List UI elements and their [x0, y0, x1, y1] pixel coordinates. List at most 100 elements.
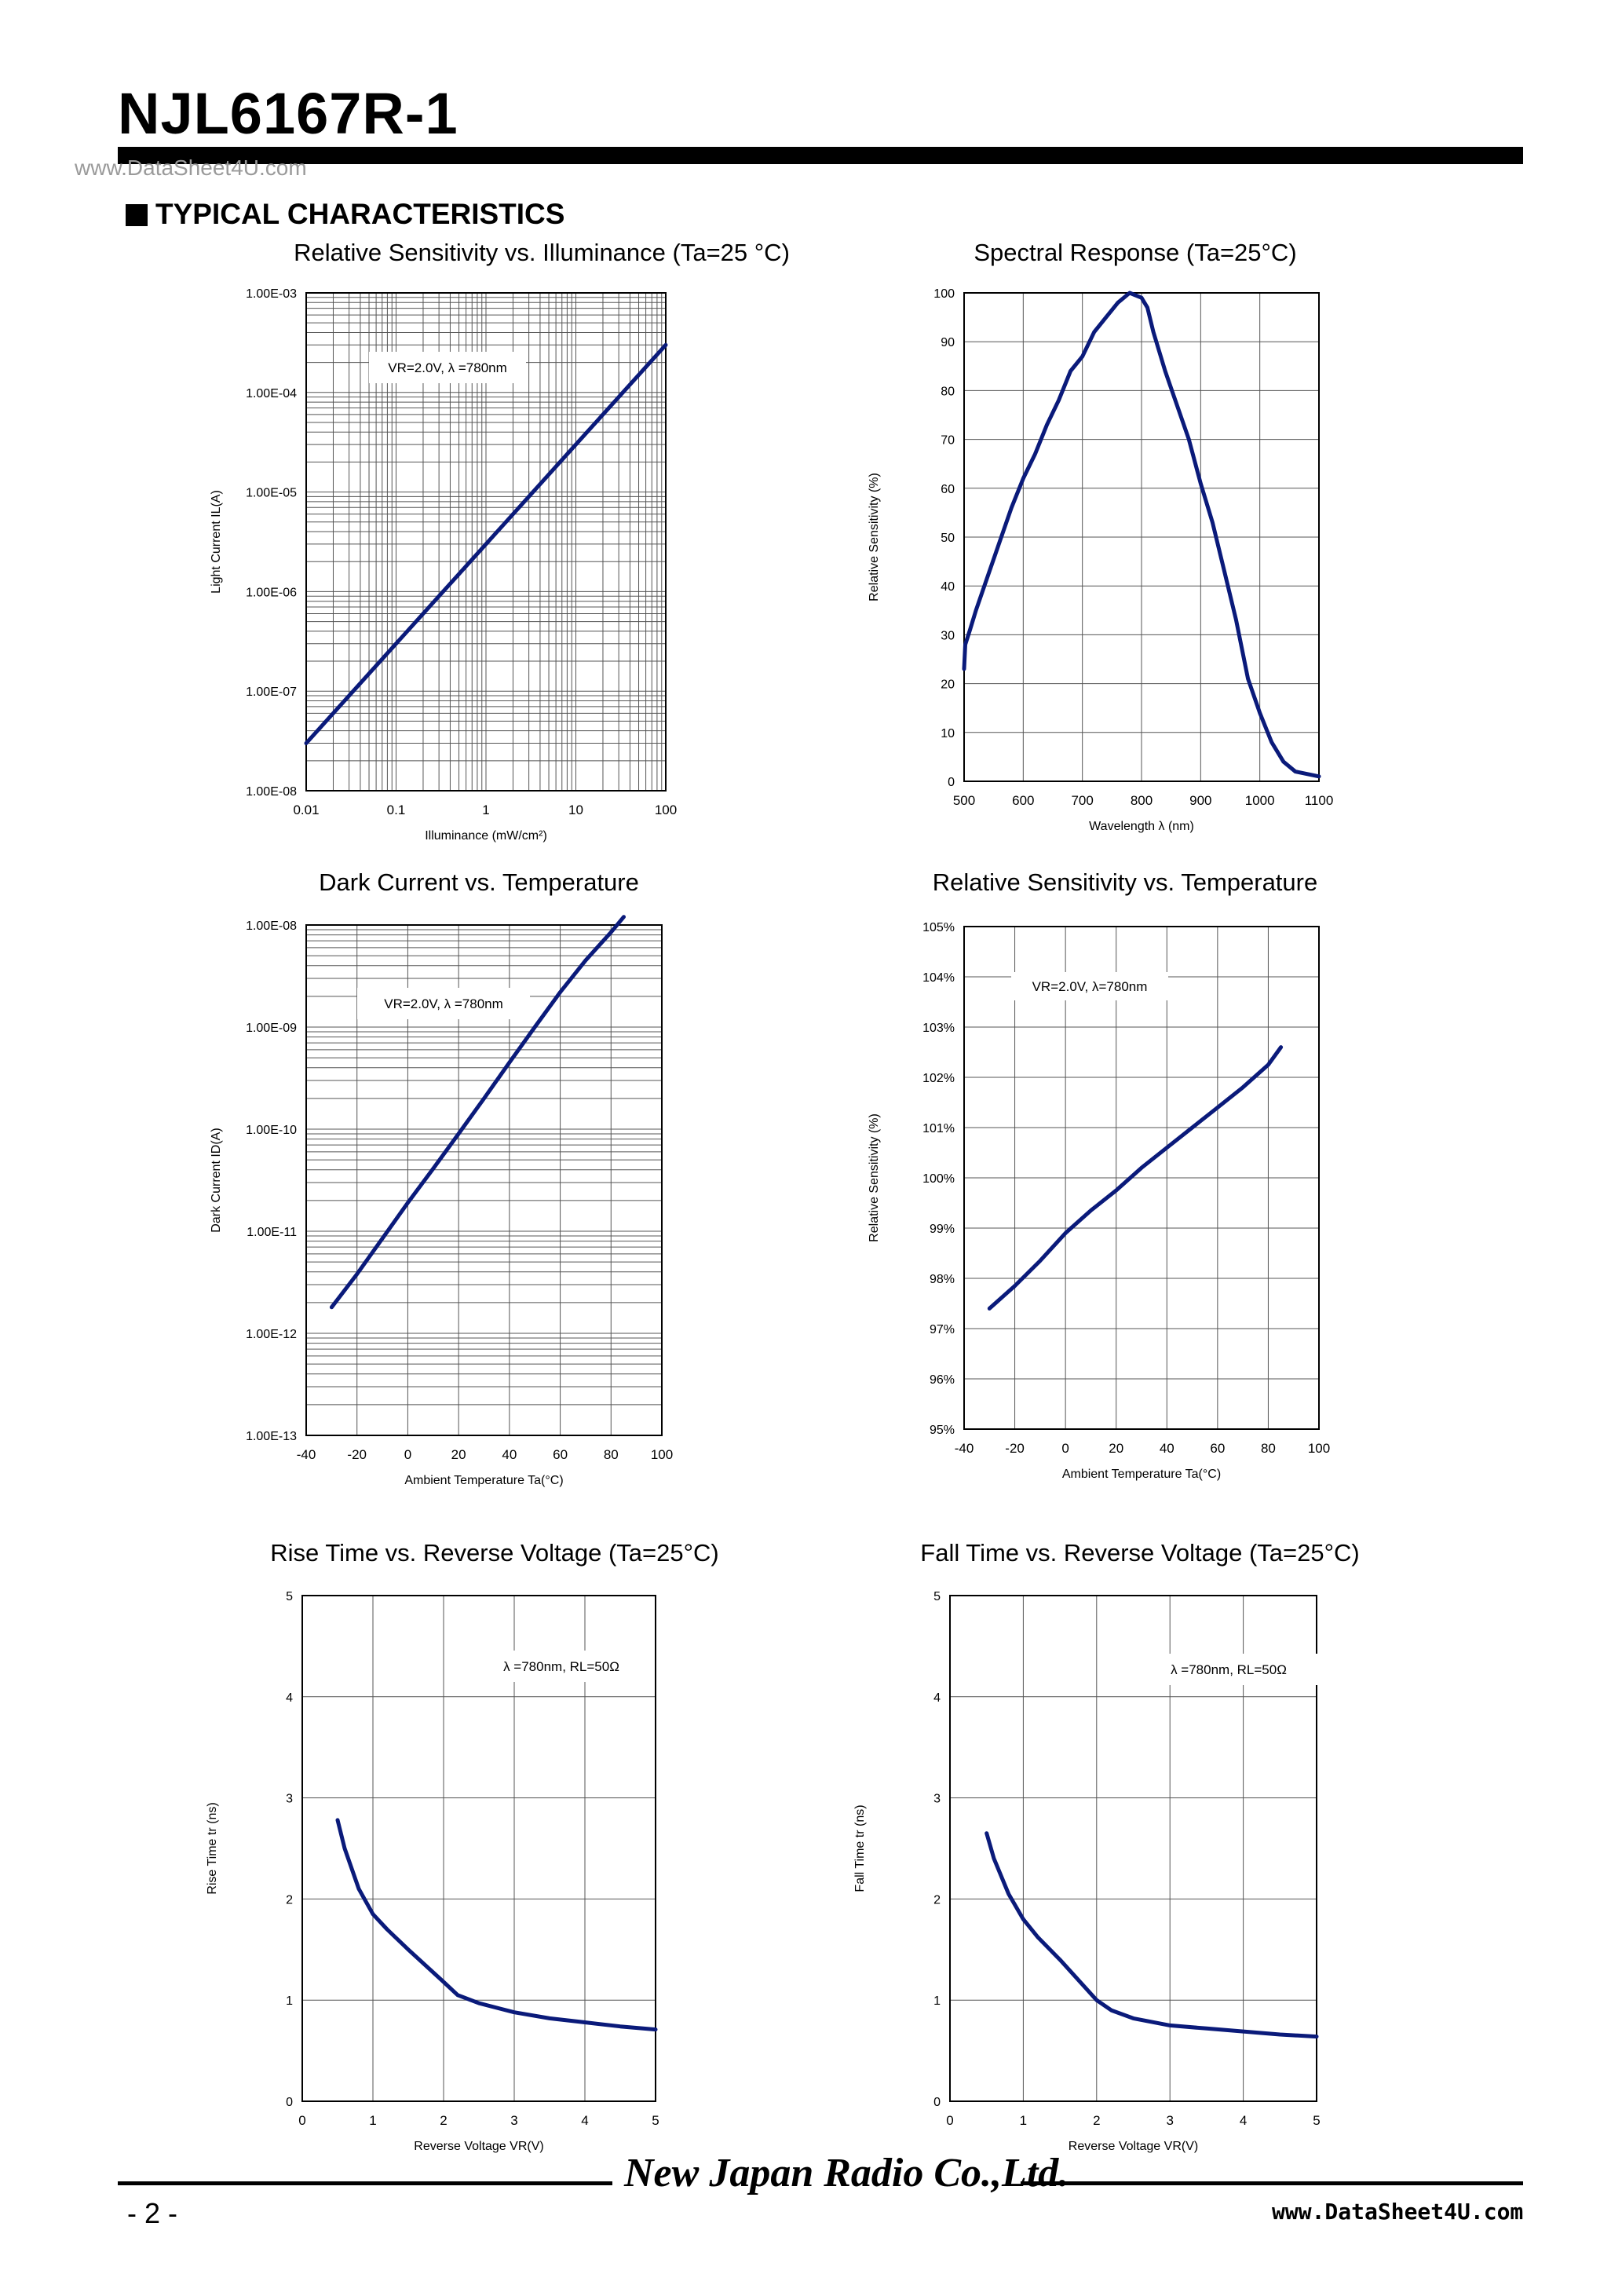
x-tick-label: 0 — [298, 2113, 305, 2128]
y-tick-label: 98% — [930, 1273, 955, 1286]
x-tick-label: 2 — [1093, 2113, 1100, 2128]
y-tick-label: 70 — [941, 434, 955, 448]
chart-sens_temp: VR=2.0V, λ=780nm -40 -20 0 20 40 60 80 100 95% 96%… — [868, 921, 1330, 1481]
data-point — [1036, 1936, 1040, 1940]
x-tick-label: 20 — [451, 1447, 466, 1462]
data-point — [1069, 369, 1072, 373]
data-point — [1314, 2035, 1319, 2038]
x-tick-label: 600 — [1012, 793, 1034, 808]
y-tick-label: 20 — [941, 678, 955, 692]
data-point — [1281, 759, 1286, 764]
annotation-box — [471, 1651, 652, 1682]
plot-frame-spectral — [963, 292, 1320, 782]
plot-frame-fall — [949, 1595, 1317, 2102]
x-tick-label: 0 — [946, 2113, 953, 2128]
chart-sens_illum: VR=2.0V, λ =780nm 0.01 0.1 1 10 100 1.00E-08 1.… — [210, 287, 677, 843]
data-point — [663, 343, 668, 347]
section-heading-text: TYPICAL CHARACTERISTICS — [155, 198, 565, 230]
data-point — [1094, 1998, 1099, 2002]
x-tick-label: 0 — [1061, 1441, 1069, 1456]
data-point — [304, 741, 309, 745]
footer-rule-left — [118, 2181, 612, 2185]
data-point — [988, 1307, 992, 1311]
data-point — [574, 442, 578, 447]
y-tick-label: 30 — [941, 629, 955, 642]
y-tick-label: 1.00E-07 — [246, 686, 297, 699]
y-axis-label: Fall Time tr (ns) — [853, 1804, 867, 1892]
data-point — [1021, 1917, 1025, 1921]
x-tick-label: 80 — [604, 1447, 619, 1462]
y-tick-label: 97% — [930, 1323, 955, 1336]
y-tick-label: 4 — [286, 1691, 293, 1705]
y-tick-label: 104% — [922, 971, 955, 985]
data-point — [1222, 569, 1226, 573]
y-tick-label: 103% — [922, 1022, 955, 1035]
y-tick-label: 1 — [286, 1994, 293, 2008]
data-point — [547, 2016, 552, 2020]
x-axis-label: Illuminance (mW/cm²) — [425, 829, 547, 843]
y-tick-label: 0 — [286, 2096, 293, 2109]
x-tick-label: 0 — [404, 1447, 411, 1462]
y-tick-label: 40 — [941, 580, 955, 594]
data-point — [1127, 291, 1132, 295]
footer-rule-right — [1021, 2181, 1523, 2185]
y-tick-label: 105% — [922, 921, 955, 934]
data-point — [484, 542, 488, 547]
plot-frame-sens_temp — [963, 926, 1320, 1430]
data-point — [583, 958, 588, 963]
y-tick-label: 1.00E-12 — [246, 1328, 297, 1341]
data-point — [512, 2010, 517, 2014]
y-tick-label: 96% — [930, 1373, 955, 1387]
data-point — [992, 1856, 996, 1861]
annotation-text: λ =780nm, RL=50Ω — [503, 1659, 619, 1674]
grid-sens_temp — [963, 926, 1320, 1430]
chart-title-rise-time: Rise Time vs. Reverse Voltage (Ta=25°C) — [270, 1539, 719, 1567]
data-point — [1063, 1231, 1068, 1235]
x-axis-label: Reverse Voltage VR(V) — [1069, 2140, 1198, 2153]
y-tick-label: 3 — [933, 1793, 941, 1806]
data-point — [1269, 740, 1273, 744]
company-logo: New Japan Radio Co.,Ltd. — [624, 2151, 1069, 2195]
data-point — [1211, 521, 1215, 525]
data-point — [1033, 452, 1037, 456]
x-tick-label: 40 — [502, 1447, 517, 1462]
title-rule — [118, 147, 1523, 164]
annotation-box — [369, 352, 526, 383]
data-point — [962, 667, 966, 671]
data-point — [482, 1096, 486, 1101]
data-point — [974, 609, 978, 612]
series-line-spectral-0 — [962, 291, 1321, 779]
annotation-text: VR=2.0V, λ =780nm — [384, 996, 503, 1011]
y-tick-label: 100 — [933, 287, 955, 301]
data-point — [583, 2020, 587, 2024]
y-tick-label: 1.00E-04 — [246, 387, 297, 400]
x-tick-label: -20 — [1005, 1441, 1025, 1456]
data-point — [1116, 301, 1120, 305]
data-point — [1021, 477, 1025, 481]
y-axis-label: Relative Sensitivity (%) — [868, 473, 881, 601]
y-tick-label: 1.00E-05 — [246, 487, 297, 500]
data-point — [1190, 1125, 1194, 1130]
x-tick-label: -20 — [347, 1447, 367, 1462]
annotation-text: VR=2.0V, λ=780nm — [1032, 979, 1148, 994]
x-tick-label: 4 — [1240, 2113, 1247, 2128]
data-point — [1246, 677, 1250, 681]
x-tick-label: 1000 — [1245, 793, 1275, 808]
x-tick-label: 700 — [1071, 793, 1093, 808]
y-tick-label: 0 — [933, 2096, 941, 2109]
data-point — [1317, 774, 1321, 778]
data-point — [963, 642, 967, 647]
chart-title-dark-current: Dark Current vs. Temperature — [319, 868, 639, 896]
x-tick-label: 20 — [1109, 1441, 1123, 1456]
data-point — [380, 1236, 385, 1241]
data-point — [1006, 1892, 1010, 1896]
plot-frame-dark_temp — [305, 924, 663, 1436]
y-tick-label: 1.00E-10 — [246, 1124, 297, 1137]
section-heading: TYPICAL CHARACTERISTICS — [126, 198, 564, 231]
data-point — [1045, 422, 1049, 427]
data-point — [1175, 403, 1179, 408]
y-tick-label: 80 — [941, 385, 955, 398]
data-point — [1241, 2029, 1245, 2034]
y-tick-label: 1.00E-08 — [246, 785, 297, 799]
grid-spectral — [963, 292, 1320, 782]
